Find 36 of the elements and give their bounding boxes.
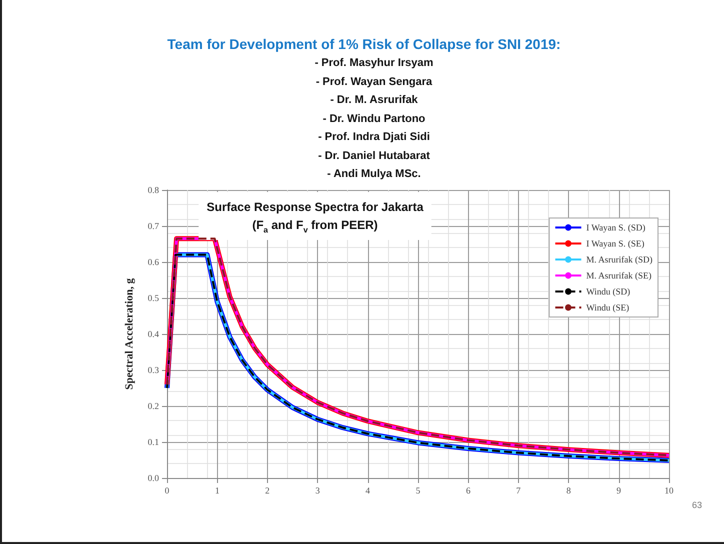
- legend-label: Windu (SD): [586, 286, 630, 296]
- y-tick-label: 0.1: [148, 437, 159, 447]
- x-tick-label: 1: [214, 486, 220, 496]
- x-tick-label: 2: [265, 486, 270, 496]
- chart-title: Team for Development of 1% Risk of Collapse for SNI 2019:: [166, 36, 562, 52]
- y-tick-label: 0.8: [148, 185, 160, 195]
- x-tick-label: 8: [566, 486, 572, 496]
- x-tick-label: 5: [416, 486, 421, 496]
- text: - Prof. Indra Djati Sidi: [317, 130, 431, 145]
- legend-label: I Wayan S. (SE): [586, 238, 644, 248]
- text: - Dr. M. Asrurifak: [329, 93, 419, 108]
- x-tick-label: 3: [315, 486, 320, 496]
- x-tick-label: 7: [516, 486, 522, 496]
- text: - Dr. Daniel Hutabarat: [317, 148, 431, 164]
- x-tick-label: 4: [366, 486, 371, 496]
- x-tick-label: 10: [664, 486, 674, 496]
- legend-label: M. Asrurifak (SD): [586, 254, 653, 264]
- y-tick-label: 0.5: [148, 293, 160, 303]
- legend-label: I Wayan S. (SD): [586, 222, 646, 232]
- y-tick-label: 0.0: [148, 473, 160, 483]
- text: - Prof. Wayan Sengara: [314, 74, 434, 90]
- text: 63: [692, 500, 702, 510]
- text: - Andi Mulya MSc.: [326, 167, 422, 182]
- y-tick-label: 0.4: [148, 329, 160, 339]
- y-axis-title: Spectral Acceleration, g: [124, 278, 136, 390]
- legend-label: Windu (SE): [586, 302, 630, 312]
- x-tick-label: 0: [164, 486, 170, 496]
- text: - Prof. Masyhur Irsyam: [314, 56, 434, 71]
- x-tick-label: 6: [466, 486, 471, 496]
- y-tick-label: 0.3: [148, 365, 160, 375]
- y-tick-label: 0.2: [148, 401, 159, 411]
- text: - Dr. Windu Partono: [322, 112, 426, 126]
- x-tick-label: 9: [616, 486, 622, 496]
- legend-label: M. Asrurifak (SE): [586, 270, 652, 280]
- y-tick-label: 0.7: [148, 221, 160, 231]
- y-tick-label: 0.6: [148, 257, 160, 267]
